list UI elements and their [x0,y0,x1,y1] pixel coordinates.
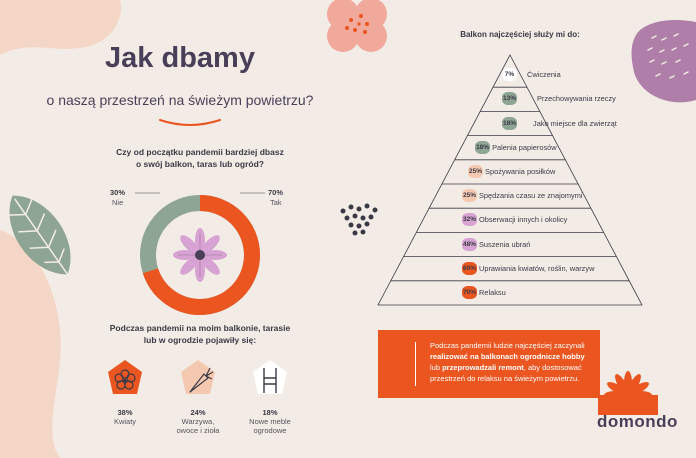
question-2-line1: Podczas pandemii na moim balkonie, taras… [109,323,291,333]
category-furniture-pct: 18% [262,408,278,417]
pyramid-label: Spędzania czasu ze znajomymi [479,191,583,201]
pyramid-row: 25% Spożywania posiłków [468,164,556,178]
pyramid-row: 18% Palenia papierosów [475,140,557,154]
pyramid-pct-badge: 7% [502,68,517,82]
callout-bold-1: realizować na balkonach ogrodnicze hobby [430,352,585,361]
no-percent: 30% [110,188,126,197]
yes-label: Tak [270,198,282,207]
callout-text-3: , aby dostosować przestrzeń do relaksu n… [430,363,582,383]
top-left-blob [0,0,121,55]
pyramid-label: Przechowywania rzeczy [537,94,616,104]
dots-decor [340,203,378,236]
category-furniture-label2: ogrodowe [253,426,287,435]
yes-percent: 70% [268,188,284,197]
top-right-purple-blob [631,20,696,103]
pyramid-label: Relaksu [479,287,506,297]
carrot-icon [181,360,215,394]
pyramid-label: Jako miejsce dla zwierząt [533,118,617,128]
title-swoosh [159,119,221,126]
chair-icon [253,360,287,394]
category-vegetables-label2: owoce i zioła [176,426,220,435]
question-2: Podczas pandemii na moim balkonie, taras… [70,322,330,346]
pyramid-label: Obserwacji innych i okolicy [479,215,568,225]
category-furniture: 18% Nowe meble ogrodowe [225,408,315,435]
pyramid-label: Ćwiczenia [527,70,561,80]
question-1: Czy od początku pandemii bardziej dbasz … [90,146,310,170]
pyramid-row: 70% Relaksu [462,285,506,299]
pyramid-pct-badge: 70% [462,285,477,299]
flower-icon [108,360,142,394]
category-vegetables: 24% Warzywa, owoce i zioła [153,408,243,435]
question-2-line2: lub w ogrodzie pojawiły się: [143,335,257,345]
pyramid-label: Palenia papierosów [492,142,557,152]
pyramid-outline [377,54,643,306]
pyramid-label: Spożywania posiłków [485,166,556,176]
pyramid-chart [377,54,643,306]
pyramid-title: Balkon najczęściej służy mi do: [460,30,580,39]
donut-yes-arc [140,195,260,315]
page-title: Jak dbamy [105,42,255,74]
category-flowers: 38% Kwiaty [80,408,170,426]
pyramid-pct-badge: 13% [502,92,517,106]
callout-divider [415,342,416,386]
callout-box: Podczas pandemii ludzie najczęściej zacz… [378,330,600,398]
top-right-dashes [647,33,689,79]
pyramid-pct-badge: 60% [462,261,477,275]
top-flower-decor [327,0,387,52]
callout-bold-2: przeprowadzali remont [442,363,524,372]
category-flowers-pct: 38% [117,408,133,417]
bottom-flower-decor [598,371,658,415]
category-furniture-label1: Nowe meble [249,417,291,426]
category-vegetables-label1: Warzywa, [181,417,215,426]
pyramid-row: 32% Obserwacji innych i okolicy [462,213,568,227]
pyramid-row: 60% Uprawiania kwiatów, roślin, warzyw [462,261,595,275]
donut-chart [135,192,265,315]
callout-text: Podczas pandemii ludzie najczęściej zacz… [430,340,590,384]
center-flower-icon [173,228,227,282]
leaf-decor [9,195,76,285]
callout-text-2: lub [430,363,443,372]
category-icons [108,360,287,394]
pyramid-row: 25% Spędzania czasu ze znajomymi [462,189,583,203]
pyramid-label: Uprawiania kwiatów, roślin, warzyw [479,263,595,273]
pyramid-pct-badge: 32% [462,213,477,227]
page-subtitle: o naszą przestrzeń na świeżym powietrzu? [46,92,314,108]
callout-text-1: Podczas pandemii ludzie najczęściej zacz… [430,341,585,350]
pyramid-row: 48% Suszenia ubrań [462,237,531,251]
question-1-line1: Czy od początku pandemii bardziej dbasz [116,147,284,157]
domondo-logo: domondo [597,412,678,431]
category-vegetables-pct: 24% [190,408,206,417]
pyramid-pct-badge: 25% [462,189,477,203]
pyramid-label: Suszenia ubrań [479,239,531,249]
question-1-line2: o swój balkon, taras lub ogród? [136,159,264,169]
pyramid-pct-badge: 25% [468,164,484,178]
pyramid-row: 13% Przechowywania rzeczy [502,92,616,106]
no-label: Nie [112,198,124,207]
pyramid-row: 18% Jako miejsce dla zwierząt [502,116,617,130]
pyramid-pct-badge: 18% [502,116,517,130]
pyramid-pct-badge: 18% [475,140,491,154]
category-flowers-label: Kwiaty [113,417,137,426]
pyramid-pct-badge: 48% [462,237,477,251]
left-pink-blob [0,230,61,458]
pyramid-row: 7% Ćwiczenia [502,68,561,82]
